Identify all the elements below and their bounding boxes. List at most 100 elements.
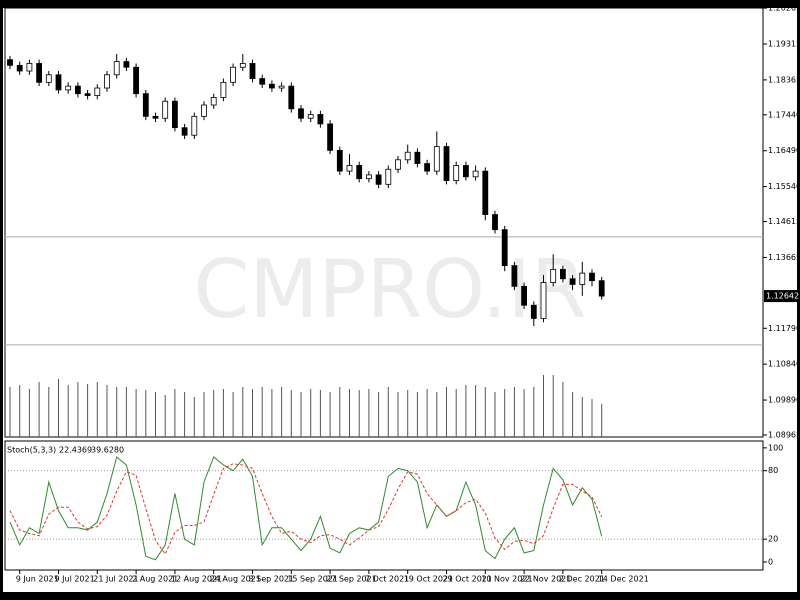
x-tick-label: 27 Sep 2021 [326, 575, 377, 584]
y-tick-label: 1.10840 [768, 360, 800, 369]
candle-body [84, 93, 91, 96]
candle-body [142, 93, 149, 117]
stoch-line [9, 456, 603, 561]
x-tick-label: 2 Dec 2021 [559, 575, 605, 584]
price-panel [4, 7, 764, 438]
y-tick-label: 0 [768, 558, 773, 567]
candle-body [385, 168, 392, 185]
candle-body [288, 85, 295, 110]
candle-body [550, 268, 557, 283]
candle-body [472, 170, 479, 178]
candle-body [298, 108, 304, 119]
candle-body [113, 61, 120, 76]
y-tick-label: 100 [768, 443, 783, 452]
candle-body [453, 165, 460, 181]
y-tick-label: 1.08965 [768, 430, 800, 439]
candle-body [16, 64, 23, 72]
candle-body [443, 146, 450, 181]
candle-body [26, 63, 33, 72]
candle-body [530, 304, 537, 319]
candle-body [171, 100, 178, 129]
candle-body [239, 63, 246, 68]
stoch-panel [4, 440, 764, 571]
candle-body [65, 85, 72, 91]
candle-body [307, 114, 314, 119]
candle-body [462, 165, 469, 178]
candle-body [36, 63, 42, 83]
candle-body [259, 78, 266, 85]
candle-body [356, 165, 363, 180]
candle-body [230, 66, 237, 83]
candle-body [191, 115, 198, 136]
y-tick-label: 80 [768, 466, 778, 475]
candle-body [278, 85, 285, 89]
candle-body [317, 114, 324, 125]
candle-body [75, 85, 81, 95]
candle-body [220, 81, 227, 98]
candle-body [521, 285, 527, 306]
y-tick-label: 1.13665 [768, 253, 800, 262]
x-tick-label: 24 Aug 2021 [210, 575, 261, 584]
x-tick-label: 7 Oct 2021 [365, 575, 409, 584]
candle-body [424, 163, 431, 172]
candle-body [94, 87, 101, 96]
y-tick-label: 1.15540 [768, 182, 800, 191]
last-price-box [764, 290, 797, 303]
candle-body [7, 59, 13, 66]
candle-body [346, 165, 353, 172]
candle-body [404, 151, 411, 161]
candle-body [433, 146, 440, 172]
candle-body [249, 63, 256, 79]
y-tick-label: 1.18365 [768, 75, 800, 84]
candle-body [133, 66, 140, 95]
y-tick-label: 1.19315 [768, 40, 800, 49]
y-tick-label: 1.17440 [768, 110, 800, 119]
candle-body [598, 280, 605, 297]
y-tick-label: 1.14615 [768, 217, 800, 226]
indicator-readout: 39.6280 [91, 446, 124, 455]
x-tick-label: 15 Sep 2021 [287, 575, 338, 584]
watermark: CMPRO.IR [193, 243, 586, 336]
candle-body [560, 268, 566, 280]
y-tick-label: 20 [768, 535, 778, 544]
candle-body [414, 151, 421, 164]
candle-body [152, 115, 159, 119]
candle-body [375, 174, 382, 185]
candle-body [579, 272, 586, 285]
stoch-line [9, 463, 603, 556]
x-tick-label: 12 Aug 2021 [171, 575, 222, 584]
x-tick-label: 21 Jul 2021 [93, 575, 138, 584]
indicator-readout: 22.4369 [59, 446, 92, 455]
x-tick-label: 19 Oct 2021 [404, 575, 453, 584]
y-tick-label: 1.20265 [768, 4, 800, 13]
candle-body [327, 123, 334, 151]
y-tick-label: 1.11790 [768, 324, 800, 333]
y-tick-label: 1.16490 [768, 146, 800, 155]
candle-body [511, 265, 518, 287]
candle-body [104, 74, 110, 89]
candle-body [268, 83, 275, 89]
last-price-label: 1.12642 [766, 292, 799, 301]
candle-body [492, 214, 498, 231]
x-tick-label: 3 Sep 2021 [249, 575, 295, 584]
x-tick-label: 9 Jul 2021 [55, 575, 95, 584]
candle-body [336, 149, 343, 172]
candle-body [540, 282, 547, 319]
candle-body [569, 278, 576, 285]
candle-body [162, 100, 169, 119]
x-tick-label: 10 Nov 2021 [481, 575, 532, 584]
candle-body [181, 127, 188, 136]
x-tick-label: 2 Aug 2021 [132, 575, 178, 584]
x-tick-label: 14 Dec 2021 [598, 575, 649, 584]
candle-body [123, 61, 130, 68]
candle-body [589, 272, 595, 282]
canvas [3, 8, 797, 592]
candle-body [45, 74, 52, 83]
x-tick-label: 9 Jun 2021 [16, 575, 59, 584]
x-tick-label: 29 Oct 2021 [443, 575, 492, 584]
x-tick-label: 22 Nov 2021 [520, 575, 571, 584]
candle-body [55, 74, 62, 91]
candle-body [201, 104, 207, 117]
candle-body [395, 159, 401, 170]
